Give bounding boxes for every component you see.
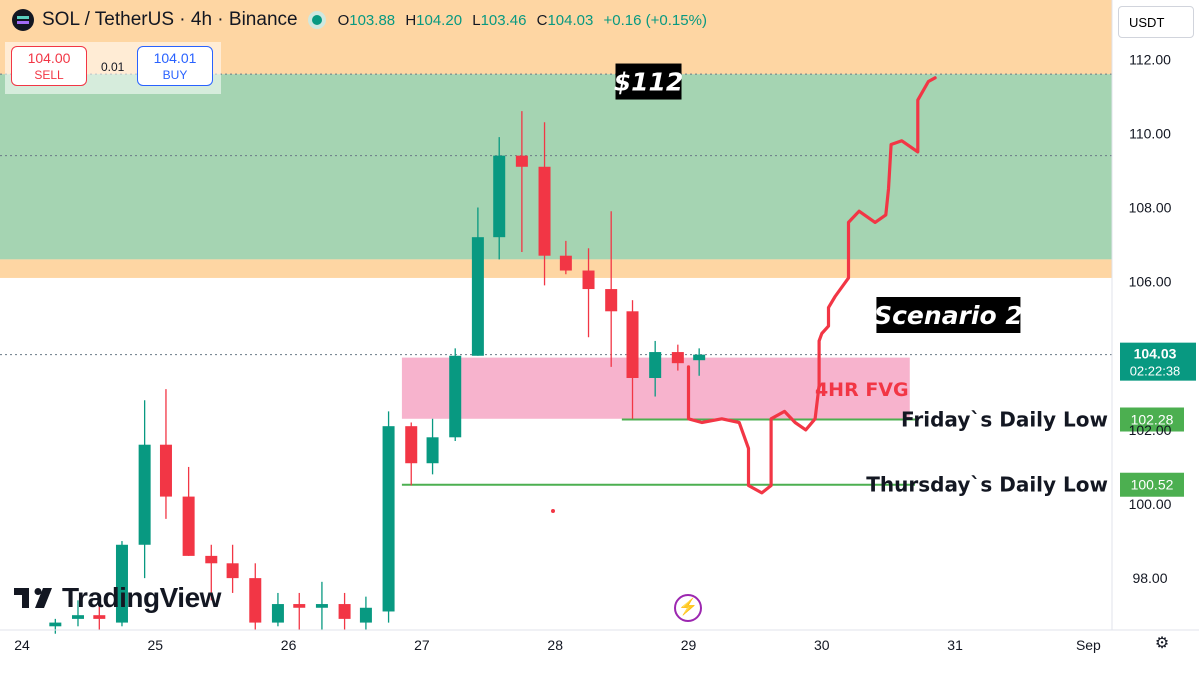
spread-value: 0.01 — [101, 60, 125, 74]
candle-body-14 — [359, 607, 372, 623]
candle-body-4 — [138, 444, 151, 545]
candle-body-3 — [115, 544, 128, 623]
symbol-title[interactable]: SOL / TetherUS · 4h · Binance — [42, 9, 298, 30]
y-tick-5: 100.00 — [1129, 496, 1172, 512]
marker-dot — [551, 509, 555, 513]
y-tick-1: 110.00 — [1129, 125, 1171, 141]
x-tick-4: 28 — [547, 637, 563, 653]
candle-body-18 — [449, 355, 462, 438]
y-tick-2: 108.00 — [1129, 200, 1172, 216]
level-price-tag-1 — [1120, 472, 1184, 497]
y-tick-0: 112.00 — [1129, 51, 1171, 67]
x-tick-6: 30 — [814, 637, 830, 653]
candle-body-0 — [49, 622, 62, 627]
high-value: 104.20 — [416, 11, 463, 29]
candle-body-15 — [382, 426, 395, 612]
candle-body-25 — [605, 289, 618, 312]
candle-body-28 — [671, 352, 684, 364]
candle-body-21 — [515, 155, 528, 167]
level-label-1: Thursday`s Daily Low — [866, 473, 1108, 497]
close-label: C — [536, 11, 548, 29]
sell-button[interactable]: 104.00 SELL — [11, 46, 87, 86]
sell-price: 104.00 — [27, 50, 71, 66]
y-tick-6: 98.00 — [1132, 570, 1167, 586]
candle-body-22 — [538, 166, 551, 256]
change-value: +0.16 (+0.15%) — [603, 11, 707, 29]
y-tick-3: 106.00 — [1129, 274, 1172, 290]
y-tick-4: 102.00 — [1129, 422, 1172, 438]
annotation-bg-0 — [615, 63, 682, 100]
x-tick-1: 25 — [148, 637, 164, 653]
x-tick-0: 24 — [14, 637, 30, 653]
candle-body-6 — [182, 496, 195, 556]
level-price-label-0: 102.28 — [1131, 412, 1174, 428]
level-price-label-1: 100.52 — [1131, 477, 1174, 493]
candle-body-20 — [493, 155, 506, 238]
annotation-0: $112 — [614, 68, 684, 97]
currency-selector[interactable]: USDT — [1118, 6, 1194, 38]
projection-path — [686, 76, 937, 495]
chart-header: SOL / TetherUS · 4h · Binance O103.88 H1… — [0, 0, 752, 40]
x-tick-2: 26 — [281, 637, 297, 653]
annotation-1: Scenario 2 — [874, 301, 1023, 330]
tradingview-logo-icon — [14, 588, 52, 608]
candle-body-16 — [405, 426, 418, 464]
candle-body-24 — [582, 270, 595, 290]
level-label-0: Friday`s Daily Low — [901, 408, 1108, 432]
candle-body-19 — [471, 237, 484, 356]
candle-body-23 — [559, 255, 572, 271]
ohlc-readout: O103.88 H104.20 L103.46 C104.03 +0.16 (+… — [338, 12, 713, 29]
candle-body-13 — [338, 604, 351, 619]
buy-price: 104.01 — [153, 50, 197, 66]
x-tick-7: 31 — [947, 637, 963, 653]
low-value: 103.46 — [480, 11, 527, 29]
tradingview-wordmark: TradingView — [62, 582, 221, 613]
solana-icon — [12, 9, 34, 31]
candle-body-10 — [271, 604, 284, 623]
candle-body-12 — [315, 604, 328, 608]
lightning-icon[interactable]: ⚡ — [674, 594, 702, 622]
countdown-label: 02:22:38 — [1130, 364, 1181, 379]
buy-button[interactable]: 104.01 BUY — [137, 46, 213, 86]
close-value: 104.03 — [547, 11, 594, 29]
level-price-tag-0 — [1120, 407, 1184, 432]
x-tick-8: Sep — [1076, 637, 1101, 653]
candle-body-11 — [293, 604, 306, 608]
candle-body-2 — [93, 615, 106, 619]
zone-0 — [0, 74, 1112, 260]
settings-icon[interactable]: ⚙ — [1154, 635, 1170, 652]
x-tick-3: 27 — [414, 637, 430, 653]
x-tick-5: 29 — [681, 637, 697, 653]
sell-label: SELL — [34, 68, 64, 82]
candle-body-27 — [649, 352, 662, 378]
market-status-icon — [311, 15, 322, 25]
zone-2 — [0, 259, 1112, 278]
open-value: 103.88 — [349, 11, 396, 29]
candle-body-1 — [71, 615, 84, 619]
low-label: L — [472, 11, 481, 29]
candle-body-17 — [426, 437, 439, 464]
trade-panel: 104.00 SELL 0.01 104.01 BUY — [5, 42, 221, 94]
annotation-bg-1 — [876, 297, 1021, 333]
open-label: O — [337, 11, 350, 29]
candle-body-9 — [249, 578, 262, 623]
annotation-fvg: 4HR FVG — [815, 379, 909, 401]
candle-body-29 — [693, 354, 706, 361]
tradingview-logo: TradingView — [14, 582, 221, 614]
current-price-label: 104.03 — [1134, 346, 1177, 362]
candle-body-5 — [159, 444, 172, 497]
buy-label: BUY — [162, 68, 188, 82]
candle-body-26 — [626, 311, 639, 378]
high-label: H — [405, 11, 417, 29]
candle-body-8 — [226, 563, 239, 579]
current-price-tag — [1120, 342, 1196, 381]
candle-body-7 — [205, 555, 218, 564]
